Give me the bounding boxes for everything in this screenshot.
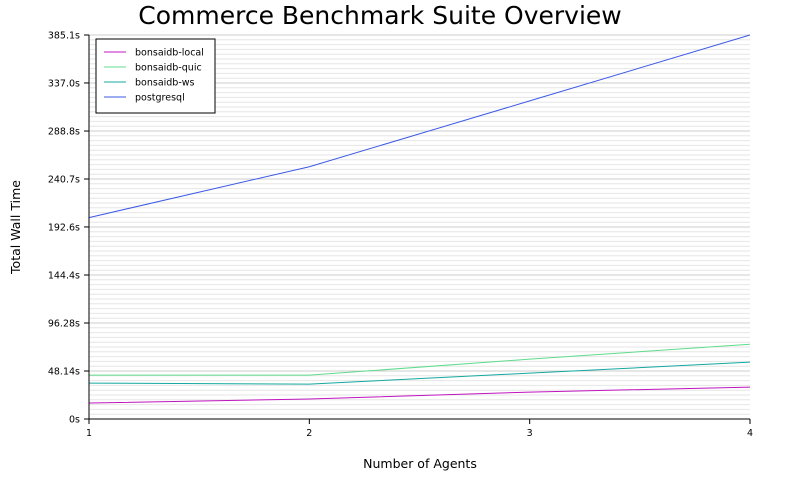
x-tick-label: 1 xyxy=(86,428,92,439)
legend-label: bonsaidb-ws xyxy=(135,78,195,89)
x-axis-label: Number of Agents xyxy=(363,456,477,471)
y-tick-label: 337.0s xyxy=(48,78,80,89)
x-tick-label: 2 xyxy=(306,428,312,439)
x-axis-ticks: 1 2 3 4 xyxy=(86,419,753,439)
y-tick-label: 0s xyxy=(69,415,80,426)
series-line-postgresql xyxy=(88,34,751,219)
x-tick-label: 3 xyxy=(527,428,533,439)
y-tick-label: 385.1s xyxy=(48,31,80,42)
x-tick-label: 4 xyxy=(747,428,753,439)
legend-box xyxy=(95,38,216,114)
y-tick-label: 144.4s xyxy=(48,271,80,282)
legend-label: bonsaidb-local xyxy=(135,48,204,59)
y-axis-ticks: 0s 48.14s 96.28s 144.4s 192.6s 240.7s 288.8s 33… xyxy=(48,31,89,426)
y-tick-label: 192.6s xyxy=(48,222,80,233)
chart-title: Commerce Benchmark Suite Overview xyxy=(138,1,621,30)
legend: bonsaidb-local bonsaidb-quic bonsaidb-ws po… xyxy=(95,38,216,114)
y-tick-label: 48.14s xyxy=(48,366,80,377)
y-axis-label: Total Wall Time xyxy=(8,180,23,275)
series-line-bonsaidb-ws xyxy=(88,361,751,385)
grid xyxy=(89,34,750,415)
y-tick-label: 288.8s xyxy=(48,127,80,138)
y-tick-label: 96.28s xyxy=(48,318,80,329)
series-line-bonsaidb-quic xyxy=(89,343,751,376)
legend-label: postgresql xyxy=(135,93,185,104)
y-tick-label: 240.7s xyxy=(48,174,80,185)
legend-label: bonsaidb-quic xyxy=(135,63,202,74)
series-line-bonsaidb-local xyxy=(88,386,751,404)
series-lines xyxy=(88,34,751,404)
